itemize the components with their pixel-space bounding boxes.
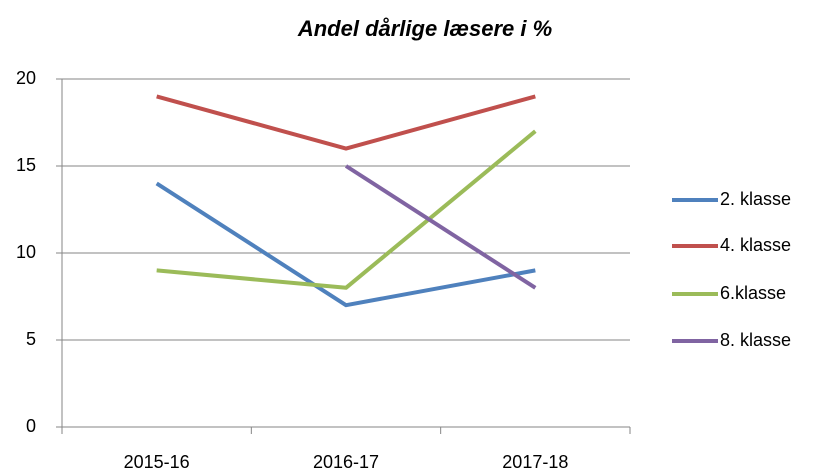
y-tick-label: 20 xyxy=(16,68,36,88)
series-line xyxy=(344,164,537,290)
chart-title: Andel dårlige læsere i % xyxy=(297,16,552,41)
legend-label: 2. klasse xyxy=(720,189,791,209)
series-line xyxy=(156,129,537,290)
series-line xyxy=(155,181,536,308)
x-tick-label: 2017-18 xyxy=(502,452,568,471)
legend-label: 4. klasse xyxy=(720,235,791,255)
y-tick-label: 5 xyxy=(26,329,36,349)
y-tick-label: 15 xyxy=(16,155,36,175)
legend-label: 8. klasse xyxy=(720,330,791,350)
legend-label: 6.klasse xyxy=(720,283,786,303)
y-tick-label: 0 xyxy=(26,416,36,436)
x-tick-label: 2016-17 xyxy=(313,452,379,471)
y-tick-label: 10 xyxy=(16,242,36,262)
x-tick-label: 2015-16 xyxy=(124,452,190,471)
series-line xyxy=(156,94,536,151)
